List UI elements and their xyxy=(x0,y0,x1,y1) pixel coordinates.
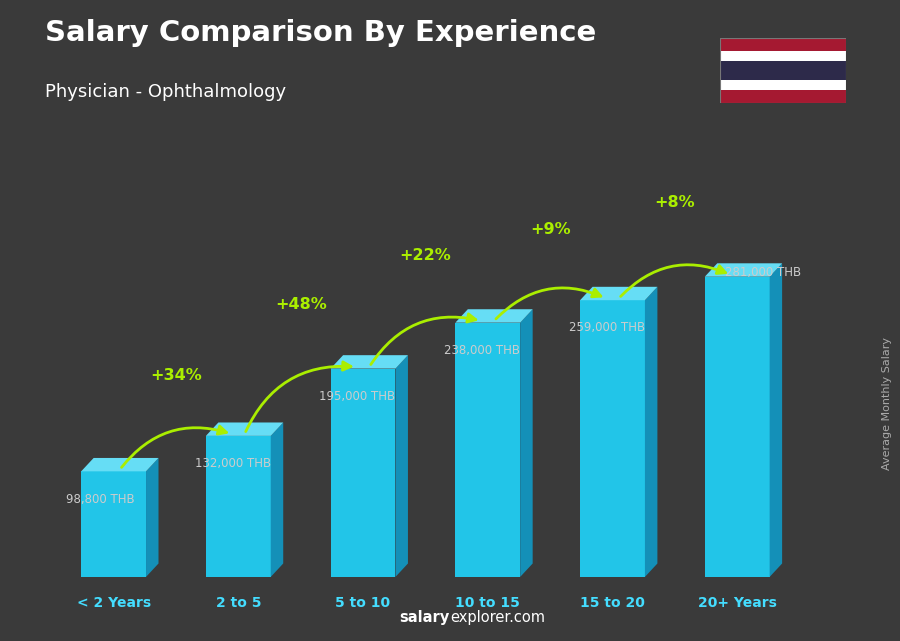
Text: 2 to 5: 2 to 5 xyxy=(216,596,261,610)
Bar xyxy=(720,61,846,80)
Polygon shape xyxy=(146,458,158,577)
Text: 132,000 THB: 132,000 THB xyxy=(194,457,271,470)
Text: 195,000 THB: 195,000 THB xyxy=(320,390,395,403)
Text: 281,000 THB: 281,000 THB xyxy=(724,266,801,279)
Text: 98,800 THB: 98,800 THB xyxy=(67,492,135,506)
Text: salary: salary xyxy=(400,610,450,625)
Bar xyxy=(720,80,846,90)
Polygon shape xyxy=(206,422,284,436)
Polygon shape xyxy=(330,369,395,577)
Polygon shape xyxy=(330,355,408,369)
Text: explorer.com: explorer.com xyxy=(450,610,545,625)
Text: 5 to 10: 5 to 10 xyxy=(336,596,391,610)
Polygon shape xyxy=(705,277,770,577)
Bar xyxy=(720,38,846,51)
Polygon shape xyxy=(705,263,782,277)
Bar xyxy=(720,51,846,61)
Bar xyxy=(720,90,846,103)
Polygon shape xyxy=(645,287,657,577)
Text: Salary Comparison By Experience: Salary Comparison By Experience xyxy=(45,19,596,47)
Polygon shape xyxy=(520,309,533,577)
Text: Average Monthly Salary: Average Monthly Salary xyxy=(881,337,892,470)
Polygon shape xyxy=(770,263,782,577)
Polygon shape xyxy=(395,355,408,577)
Text: 238,000 THB: 238,000 THB xyxy=(444,344,520,357)
Text: +8%: +8% xyxy=(654,195,695,210)
Polygon shape xyxy=(81,458,158,471)
Text: +48%: +48% xyxy=(274,297,327,312)
Polygon shape xyxy=(81,471,146,577)
Polygon shape xyxy=(206,436,271,577)
Text: 20+ Years: 20+ Years xyxy=(698,596,777,610)
Polygon shape xyxy=(271,422,284,577)
Polygon shape xyxy=(455,309,533,322)
Polygon shape xyxy=(455,322,520,577)
Text: +34%: +34% xyxy=(150,368,202,383)
Text: < 2 Years: < 2 Years xyxy=(76,596,150,610)
Polygon shape xyxy=(580,300,645,577)
Polygon shape xyxy=(580,287,657,300)
Text: 15 to 20: 15 to 20 xyxy=(580,596,645,610)
Text: Physician - Ophthalmology: Physician - Ophthalmology xyxy=(45,83,286,101)
Text: 10 to 15: 10 to 15 xyxy=(455,596,520,610)
Text: 259,000 THB: 259,000 THB xyxy=(569,321,645,335)
Text: +9%: +9% xyxy=(530,222,571,237)
Text: +22%: +22% xyxy=(400,247,451,263)
